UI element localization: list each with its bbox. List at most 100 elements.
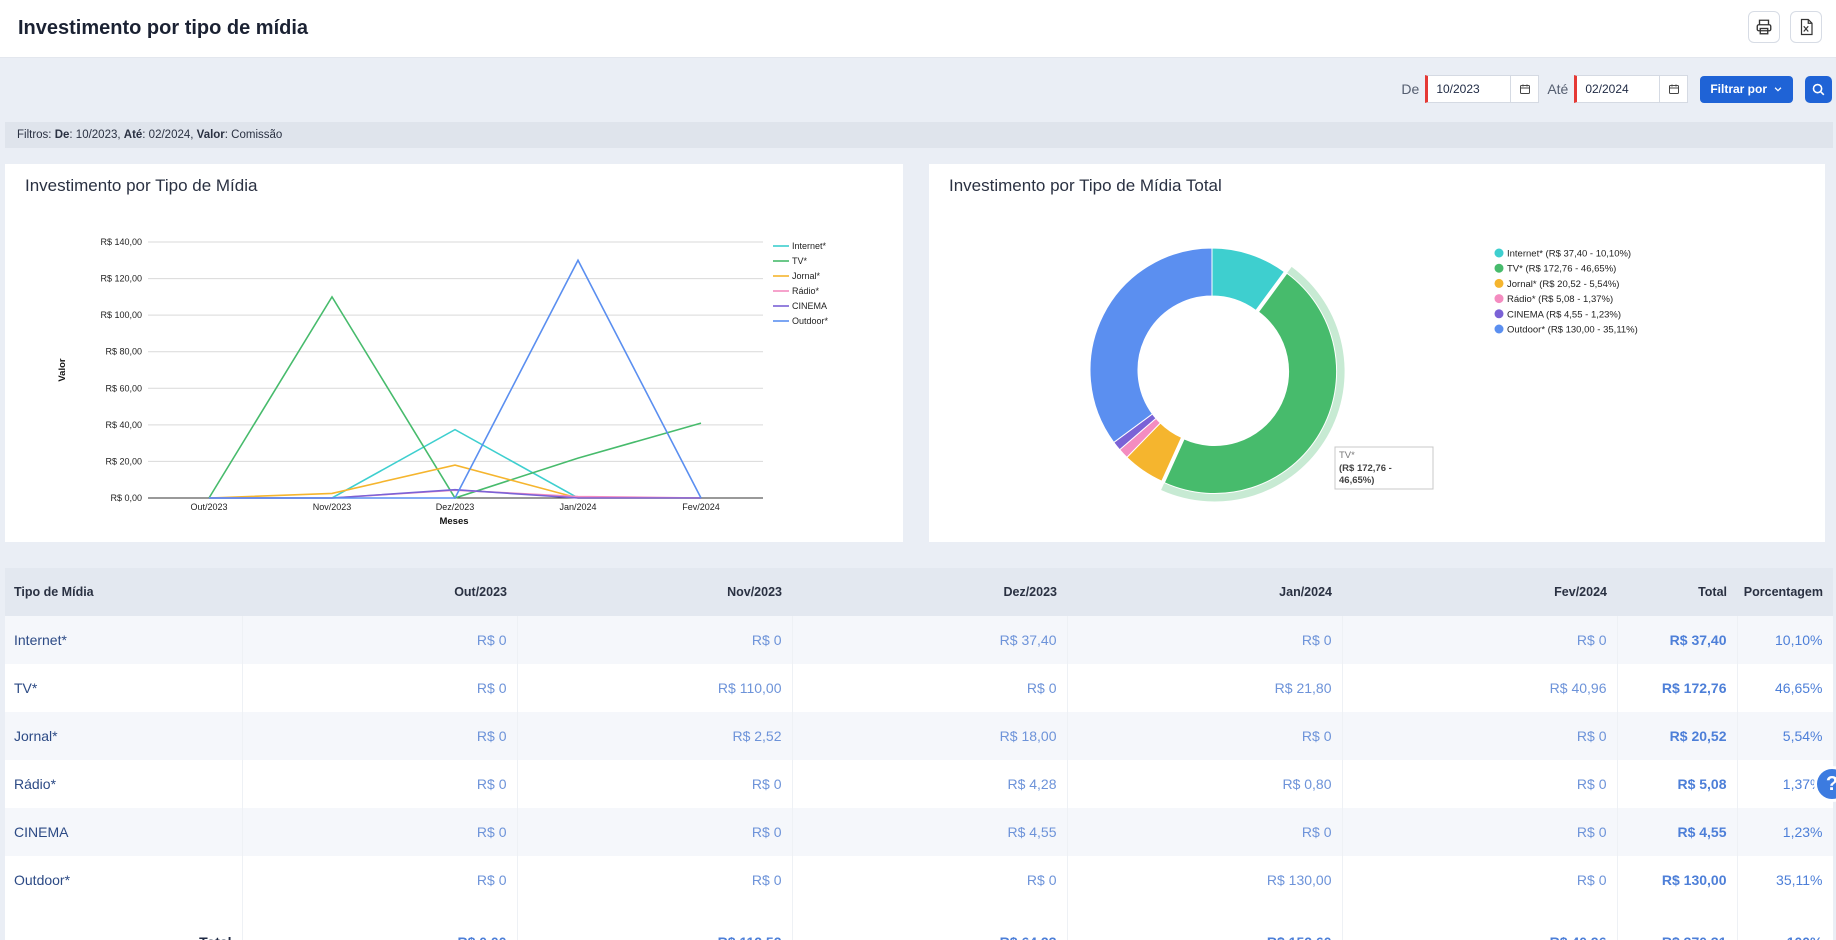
- total-cell: 100%: [1737, 904, 1833, 940]
- value-cell: R$ 40,96: [1342, 664, 1618, 712]
- value-cell: R$ 0: [242, 616, 518, 664]
- value-cell: R$ 37,40: [792, 616, 1068, 664]
- from-date-field[interactable]: [1425, 75, 1540, 103]
- value-cell: R$ 0: [1342, 760, 1618, 808]
- total-cell: R$ 370,31: [1617, 904, 1738, 940]
- legend-label: Jornal*: [792, 271, 821, 281]
- value-cell: R$ 0: [1067, 808, 1343, 856]
- value-cell: R$ 0: [517, 760, 793, 808]
- column-header[interactable]: Porcentagem: [1737, 568, 1833, 616]
- column-header[interactable]: Out/2023: [242, 568, 517, 616]
- value-cell: R$ 37,40: [1617, 616, 1738, 664]
- table-row: Rádio* R$ 0 R$ 0 R$ 4,28 R$ 0,80 R$ 0 R$ 5,08 1…: [5, 760, 1833, 808]
- table-total-row: TotalR$ 0,00R$ 112,52R$ 64,23R$ 152,60R$…: [5, 904, 1833, 940]
- tooltip-line: 46,65%): [1339, 475, 1374, 486]
- y-tick-label: R$ 120,00: [100, 274, 142, 284]
- media-type-cell: Outdoor*: [5, 856, 243, 904]
- calendar-icon[interactable]: [1510, 76, 1538, 102]
- value-cell: 1,23%: [1737, 808, 1833, 856]
- filter-by-button[interactable]: Filtrar por: [1700, 75, 1793, 103]
- media-type-cell: CINEMA: [5, 808, 243, 856]
- total-cell: R$ 40,96: [1342, 904, 1618, 940]
- x-axis-title: Meses: [439, 516, 468, 527]
- media-type-cell: Jornal*: [5, 712, 243, 760]
- value-cell: R$ 0: [517, 616, 793, 664]
- legend-label: Rádio*: [792, 286, 820, 296]
- legend-label: Outdoor*: [792, 316, 829, 326]
- to-date-input[interactable]: [1577, 76, 1660, 102]
- y-tick-label: R$ 140,00: [100, 237, 142, 247]
- value-cell: R$ 2,52: [517, 712, 793, 760]
- y-tick-label: R$ 60,00: [105, 383, 142, 393]
- legend-label: Rádio* (R$ 5,08 - 1,37%): [1507, 294, 1613, 305]
- page-title: Investimento por tipo de mídia: [18, 17, 309, 39]
- value-cell: R$ 0: [1342, 808, 1618, 856]
- export-excel-button[interactable]: [1790, 11, 1822, 43]
- calendar-icon[interactable]: [1659, 76, 1687, 102]
- donut-slice-outdoor: [1089, 247, 1213, 444]
- legend-dot: [1494, 324, 1504, 334]
- legend-dot: [1494, 248, 1504, 258]
- legend-label: CINEMA (R$ 4,55 - 1,23%): [1507, 309, 1621, 320]
- from-label: De: [1401, 81, 1420, 97]
- donut-chart: Internet* (R$ 37,40 - 10,10%) TV* (R$ 172…: [1089, 247, 1638, 502]
- series-line-tv: [208, 295, 702, 499]
- value-cell: 10,10%: [1737, 616, 1833, 664]
- to-date-field[interactable]: [1574, 75, 1689, 103]
- value-cell: R$ 0: [242, 760, 518, 808]
- x-tick-label: Dez/2023: [436, 502, 475, 512]
- legend-label: Jornal* (R$ 20,52 - 5,54%): [1507, 279, 1619, 290]
- line-chart-title: Investimento por Tipo de Mídia: [25, 176, 258, 195]
- value-cell: R$ 0: [1067, 616, 1343, 664]
- table-row: TV* R$ 0 R$ 110,00 R$ 0 R$ 21,80 R$ 40,96 R$ 1…: [5, 664, 1833, 712]
- search-button[interactable]: [1805, 75, 1832, 103]
- summary-valor-value: : Comissão: [224, 129, 283, 141]
- legend-dot: [1494, 309, 1504, 319]
- x-tick-label: Fev/2024: [682, 502, 720, 512]
- value-cell: 5,54%: [1737, 712, 1833, 760]
- series-line-internet: [209, 428, 701, 499]
- help-button[interactable]: ?: [1814, 766, 1836, 802]
- legend-label: TV* (R$ 172,76 - 46,65%): [1507, 264, 1616, 275]
- total-cell: R$ 0,00: [242, 904, 518, 940]
- series-line-outdoor: [209, 258, 702, 499]
- table-header-row: Tipo de Mídia Out/2023 Nov/2023 Dez/2023 Jan…: [5, 568, 1833, 616]
- donut-slice-internet: [1211, 247, 1286, 312]
- value-cell: R$ 0: [517, 808, 793, 856]
- value-cell: R$ 172,76: [1617, 664, 1738, 712]
- value-cell: R$ 0: [242, 664, 518, 712]
- summary-ate-key: Até: [123, 129, 143, 141]
- table-row: Jornal* R$ 0 R$ 2,52 R$ 18,00 R$ 0 R$ 0 R$ 20,…: [5, 712, 1833, 760]
- print-button[interactable]: [1748, 11, 1780, 43]
- y-axis-title: Valor: [57, 358, 68, 382]
- top-bar: Investimento por tipo de mídia: [0, 0, 1836, 58]
- column-header[interactable]: Nov/2023: [517, 568, 792, 616]
- column-header[interactable]: Tipo de Mídia: [5, 568, 242, 616]
- summary-ate-value: : 02/2024,: [142, 129, 197, 141]
- value-cell: 35,11%: [1737, 856, 1833, 904]
- legend-label: Internet*: [792, 241, 827, 251]
- excel-icon: [1800, 18, 1813, 36]
- from-date-input[interactable]: [1428, 76, 1511, 102]
- filter-bar: De Até Filtrar por: [1401, 74, 1836, 104]
- printer-icon: [1756, 19, 1772, 35]
- table-row: CINEMA R$ 0 R$ 0 R$ 4,55 R$ 0 R$ 0 R$ 4,55 1,23…: [5, 808, 1833, 856]
- media-type-cell: Rádio*: [5, 760, 243, 808]
- column-header[interactable]: Jan/2024: [1067, 568, 1342, 616]
- value-cell: R$ 0: [1342, 856, 1618, 904]
- value-cell: R$ 20,52: [1617, 712, 1738, 760]
- filter-by-label: Filtrar por: [1710, 82, 1767, 96]
- to-label: Até: [1547, 81, 1569, 97]
- column-header[interactable]: Total: [1617, 568, 1737, 616]
- total-label: Total: [5, 904, 243, 940]
- value-cell: R$ 4,28: [792, 760, 1068, 808]
- value-cell: R$ 0: [792, 664, 1068, 712]
- value-cell: R$ 4,55: [1617, 808, 1738, 856]
- legend-label: Outdoor* (R$ 130,00 - 35,11%): [1507, 325, 1638, 336]
- line-chart: R$ 0,00 R$ 20,00 R$ 40,00 R$ 60,00 R$ 80,00 R…: [57, 237, 829, 527]
- media-type-cell: Internet*: [5, 616, 243, 664]
- legend-label: CINEMA: [792, 301, 827, 311]
- y-tick-label: R$ 100,00: [100, 310, 142, 320]
- column-header[interactable]: Fev/2024: [1342, 568, 1617, 616]
- column-header[interactable]: Dez/2023: [792, 568, 1067, 616]
